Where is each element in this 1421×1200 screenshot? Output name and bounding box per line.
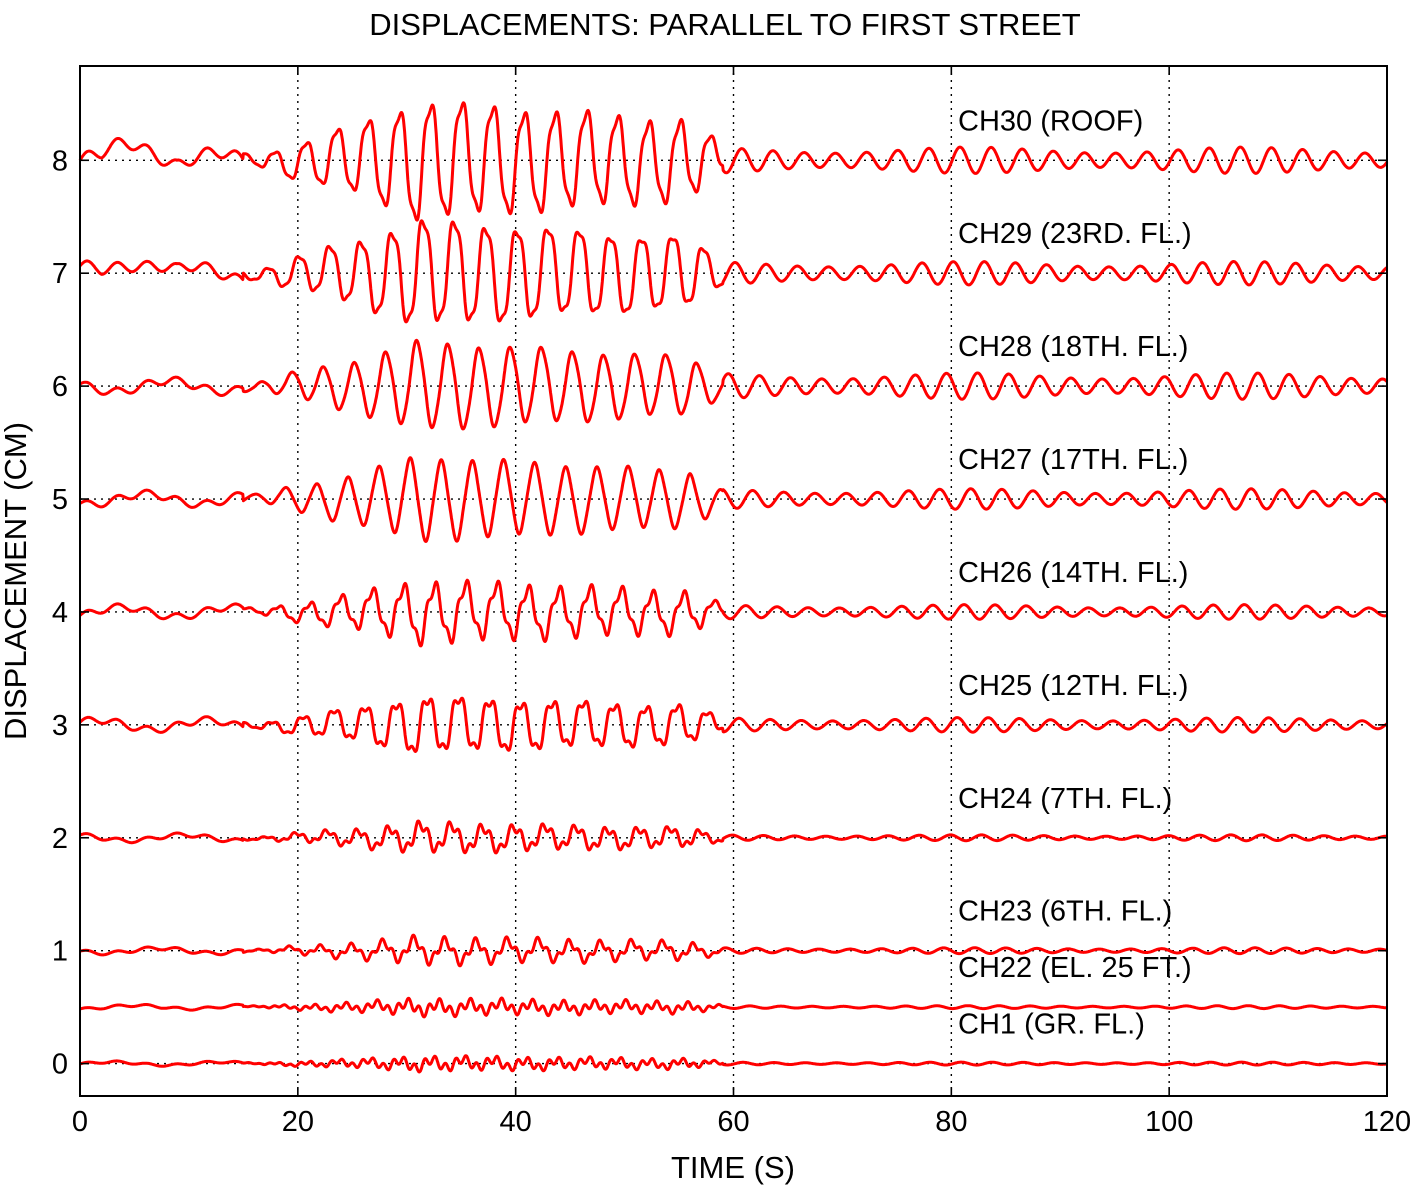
- y-tick-label: 1: [52, 936, 68, 968]
- x-tick-label: 0: [72, 1106, 88, 1138]
- channel-label: CH26 (14TH. FL.): [958, 557, 1188, 589]
- chart-title: DISPLACEMENTS: PARALLEL TO FIRST STREET: [369, 7, 1081, 42]
- channel-label: CH24 (7TH. FL.): [958, 783, 1172, 815]
- channel-labels: CH30 (ROOF) CH29 (23RD. FL.) CH28 (18TH. F…: [958, 105, 1192, 1040]
- x-tick-label: 20: [282, 1106, 314, 1138]
- trace-line: [79, 933, 1388, 968]
- channel-label: CH29 (23RD. FL.): [958, 218, 1192, 250]
- trace-line: [78, 578, 1388, 648]
- trace-line: [78, 696, 1388, 753]
- y-tick-label: 4: [52, 597, 68, 629]
- y-tick-label: 3: [52, 710, 68, 742]
- trace-line: [79, 1054, 1388, 1074]
- x-tick-label: 60: [717, 1106, 749, 1138]
- x-tick-labels: 0 20 40 60 80 100 120: [72, 1106, 1411, 1138]
- x-tick-label: 120: [1363, 1106, 1411, 1138]
- trace-line: [79, 996, 1388, 1019]
- trace-line: [79, 819, 1388, 855]
- channel-label: CH27 (17TH. FL.): [958, 444, 1188, 476]
- channel-label: CH1 (GR. FL.): [958, 1009, 1145, 1041]
- axis-ticks: [79, 66, 1388, 1096]
- trace-line: [78, 219, 1388, 324]
- y-tick-label: 0: [52, 1049, 68, 1081]
- y-tick-label: 5: [52, 484, 68, 516]
- y-tick-label: 7: [52, 258, 68, 290]
- x-axis-label: TIME (S): [671, 1150, 795, 1185]
- traces: [78, 101, 1389, 1074]
- channel-label: CH28 (18TH. FL.): [958, 331, 1188, 363]
- y-tick-label: 2: [52, 823, 68, 855]
- y-tick-label: 8: [52, 145, 68, 177]
- y-tick-labels: 0 1 2 3 4 5 6 7 8: [52, 145, 68, 1080]
- y-tick-label: 6: [52, 371, 68, 403]
- trace-line: [79, 456, 1389, 543]
- channel-label: CH25 (12TH. FL.): [958, 670, 1188, 702]
- trace-line: [79, 338, 1389, 431]
- channel-label: CH30 (ROOF): [958, 105, 1143, 137]
- channel-label: CH22 (EL. 25 FT.): [958, 952, 1192, 984]
- x-tick-label: 80: [935, 1106, 967, 1138]
- channel-label: CH23 (6TH. FL.): [958, 896, 1172, 928]
- x-tick-label: 40: [500, 1106, 532, 1138]
- y-axis-label: DISPLACEMENT (CM): [0, 422, 33, 740]
- trace-line: [78, 101, 1389, 222]
- x-tick-label: 100: [1145, 1106, 1193, 1138]
